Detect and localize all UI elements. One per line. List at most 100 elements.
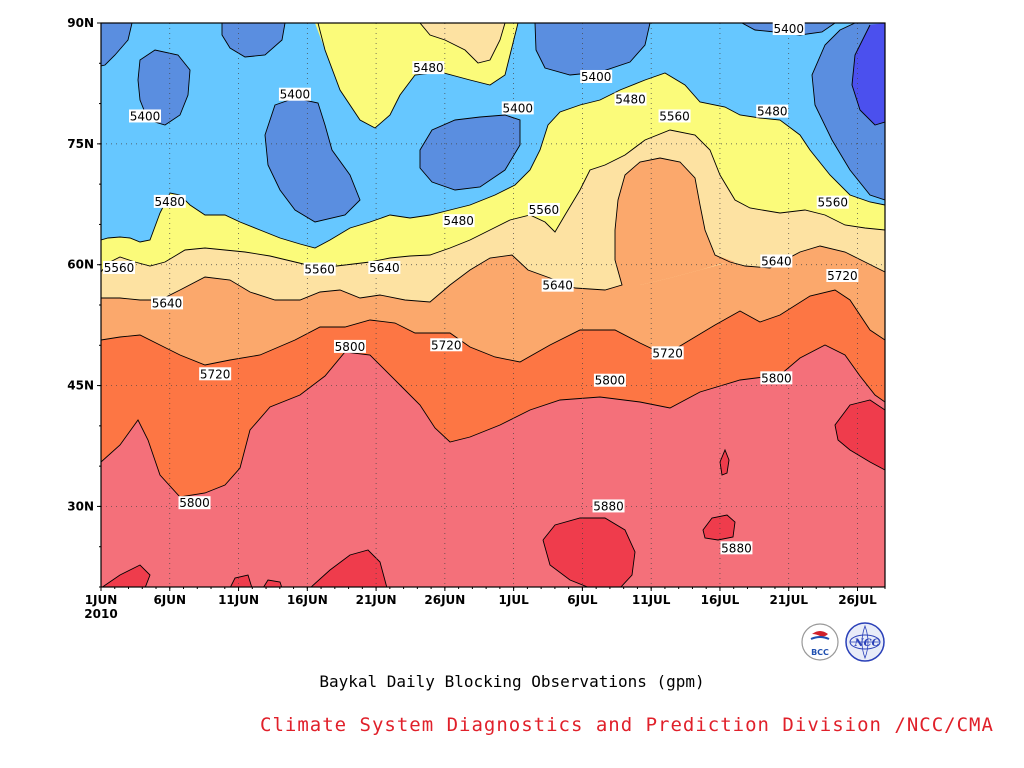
contour-label: 5640 (368, 260, 401, 275)
contour-line-5480-north (317, 23, 519, 129)
band-above-5880-c (835, 400, 885, 470)
x-tick-label: 16JUN (287, 593, 328, 607)
contour-label-text: 5560 (529, 203, 560, 217)
contour-line-5720 (101, 289, 885, 366)
contour-label-box (614, 92, 647, 106)
contour-label: 5640 (151, 296, 184, 310)
contour-label-text: 5880 (721, 541, 752, 555)
contour-line-5880-g (229, 574, 253, 587)
contour-label-box (442, 214, 475, 228)
contour-label-text: 5560 (659, 109, 690, 123)
contour-label-box (760, 371, 793, 385)
contour-label-text: 5560 (104, 261, 135, 275)
contour-line-5880-f (310, 549, 388, 587)
contour-lines (101, 23, 885, 587)
contour-label: 5640 (760, 254, 793, 268)
contour-label-box (199, 367, 232, 381)
x-tick-label: 11JUN (218, 593, 259, 607)
contour-label-box (303, 262, 336, 276)
contour-label: 5720 (651, 346, 684, 360)
contour-label: 5480 (153, 194, 186, 209)
band-above-5880-d (720, 450, 729, 475)
band-below-5400-nw (101, 23, 132, 66)
contour-labels: 5400540054005400540054805480548054805480… (103, 22, 859, 555)
contour-label-text: 5800 (335, 340, 366, 354)
grid-lines (101, 23, 885, 587)
contour-label-text: 5560 (304, 263, 335, 277)
credit-line: Climate System Diagnostics and Predictio… (260, 714, 994, 736)
contour-label-box (129, 109, 162, 123)
band-below-5400-c (265, 98, 360, 222)
contour-label-text: 5560 (817, 196, 848, 210)
contour-label-text: 5720 (652, 346, 683, 360)
contour-label: 5400 (501, 101, 534, 115)
contour-line-5560-north (419, 23, 506, 64)
contour-label-text: 5400 (130, 109, 161, 123)
contour-label-box (278, 87, 311, 101)
contour-label-box (501, 101, 534, 115)
contour-label-box (756, 104, 789, 118)
contour-label: 5720 (199, 367, 232, 381)
contour-label: 5720 (826, 268, 859, 283)
x-tick-label: 21JUN (356, 593, 397, 607)
contour-label-text: 5640 (542, 279, 573, 293)
contour-line-5400-g (811, 23, 885, 201)
x-year-label: 2010 (84, 607, 117, 621)
contour-line-5880-d (719, 448, 730, 476)
contour-label-text: 5720 (431, 338, 462, 352)
contour-label-box (720, 541, 753, 555)
contour-label-text: 5480 (413, 61, 444, 75)
x-tick-label: 1JUL (499, 593, 530, 607)
band-above-5880-b (703, 515, 735, 540)
contour-label-box (772, 22, 805, 35)
contour-line-5800 (101, 344, 885, 498)
band-below-5400-e (535, 23, 650, 75)
contour-label: 5400 (772, 22, 805, 36)
contour-label-box (153, 194, 186, 208)
contour-label: 5800 (178, 496, 211, 510)
contour-line-5880-h (263, 579, 283, 587)
x-tick-label: 26JUL (838, 593, 877, 607)
contour-label: 5480 (442, 214, 475, 228)
contour-line-5880-a (542, 517, 636, 587)
y-tick-label: 30N (67, 499, 94, 513)
contour-label: 5880 (720, 541, 753, 555)
contour-label-box (658, 109, 691, 123)
contour-label-text: 5800 (595, 374, 626, 388)
contour-label: 5400 (580, 69, 613, 84)
contour-label: 5560 (658, 109, 691, 123)
contour-label: 5800 (760, 371, 793, 385)
contour-label-box (592, 499, 625, 513)
ncc-logo-text: NCC (853, 638, 879, 649)
chart-title: Baykal Daily Blocking Observations (gpm) (319, 672, 705, 691)
contour-label-text: 5720 (200, 367, 231, 381)
contour-label: 5800 (593, 373, 626, 388)
contour-line-5400-c (264, 97, 361, 223)
contour-line-5880-b (702, 514, 736, 541)
contour-label-box (651, 346, 684, 360)
contour-label-text: 5880 (593, 499, 624, 513)
contour-label: 5880 (592, 499, 625, 513)
contour-label: 5560 (103, 260, 135, 275)
contour-label-box (430, 338, 463, 352)
contour-line-5400-h (851, 24, 885, 126)
contour-label-text: 5640 (152, 296, 183, 310)
contour-line-5880-e (101, 564, 151, 587)
contour-label: 5800 (333, 339, 366, 354)
contour-line-5400-a (137, 49, 191, 126)
band-5560-5640-north (420, 23, 505, 63)
contour-line-5560 (101, 129, 885, 273)
band-below-5400-a (138, 50, 190, 125)
contour-label-box (593, 373, 626, 387)
x-tick-label: 26JUN (424, 593, 465, 607)
ncc-logo: NCC (845, 622, 885, 662)
contour-label-text: 5800 (761, 371, 792, 385)
contour-label: 5720 (430, 338, 463, 352)
contour-label-text: 5800 (179, 496, 210, 510)
contour-line-5400-d (419, 114, 521, 191)
contour-label-box (527, 202, 560, 216)
band-above-5880-a (543, 518, 635, 587)
contour-label-text: 5480 (154, 195, 185, 209)
x-tick-label: 6JUN (153, 593, 186, 607)
contour-label-box (412, 61, 445, 75)
